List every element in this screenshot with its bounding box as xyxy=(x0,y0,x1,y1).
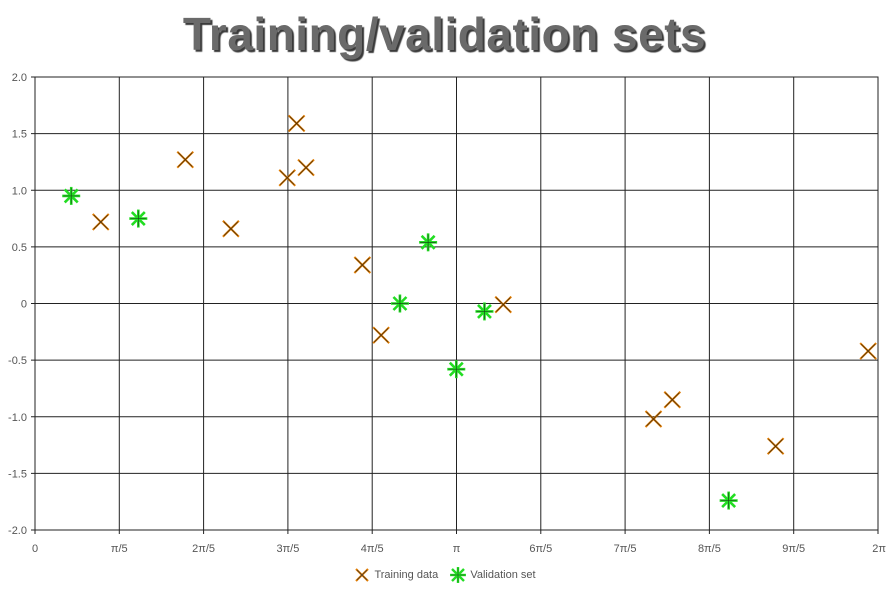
validation-point xyxy=(419,233,438,252)
training-point xyxy=(494,295,512,314)
x-tick-label: 0 xyxy=(32,543,38,555)
validation-point xyxy=(390,294,409,313)
x-tick-label: 6π/5 xyxy=(529,543,552,555)
validation-point xyxy=(447,360,466,379)
training-point xyxy=(663,391,682,409)
y-tick-label: -1.5 xyxy=(8,468,27,480)
training-point xyxy=(644,410,663,428)
y-tick-label: 1.0 xyxy=(12,185,27,197)
x-tick-label: π xyxy=(453,543,461,555)
x-tick-label: 9π/5 xyxy=(782,543,805,555)
training-point xyxy=(92,213,110,231)
x-tick-label: 2π xyxy=(872,543,886,555)
training-point xyxy=(278,169,296,187)
training-point xyxy=(222,220,240,238)
training-point xyxy=(372,326,390,344)
training-point xyxy=(353,256,372,274)
legend-label-training: Training data xyxy=(374,569,439,581)
y-tick-label: -0.5 xyxy=(8,355,27,367)
x-tick-label: 2π/5 xyxy=(192,543,215,555)
x-tick-label: 8π/5 xyxy=(698,543,721,555)
validation-point xyxy=(475,302,494,321)
chart-title: Training/validation sets xyxy=(182,8,707,60)
y-tick-label: -2.0 xyxy=(8,525,27,537)
y-tick-label: -1.0 xyxy=(8,412,27,424)
x-tick-label: 3π/5 xyxy=(276,543,299,555)
x-marker-icon xyxy=(355,568,370,582)
data-points xyxy=(62,114,877,510)
asterisk-marker-icon xyxy=(450,567,467,583)
y-axis-ticks: 2.0 1.5 1.0 0.5 0 -0.5 -1.0 -1.5 -2.0 xyxy=(8,72,27,537)
plot-frame xyxy=(34,76,879,531)
training-point xyxy=(859,342,877,360)
y-tick-label: 1.5 xyxy=(12,129,27,141)
legend-label-validation: Validation set xyxy=(470,569,536,581)
training-point xyxy=(766,437,785,455)
y-tick-label: 2.0 xyxy=(12,72,27,84)
grid-layer xyxy=(31,76,879,534)
training-point xyxy=(287,114,306,133)
legend-item-validation: Validation set xyxy=(449,566,536,584)
x-tick-label: 4π/5 xyxy=(361,543,384,555)
validation-point xyxy=(62,186,81,205)
training-point xyxy=(176,150,194,169)
x-axis-ticks: 0 π/5 2π/5 3π/5 4π/5 π 6π/5 7π/5 8π/5 9π/5 2π xyxy=(32,543,886,555)
y-tick-label: 0.5 xyxy=(12,242,27,254)
training-point xyxy=(297,158,315,177)
validation-point xyxy=(129,209,148,228)
legend: Training data Validation set xyxy=(0,566,889,587)
y-tick-label: 0 xyxy=(21,299,27,311)
validation-point xyxy=(719,491,738,510)
legend-item-training: Training data xyxy=(353,566,438,584)
x-tick-label: π/5 xyxy=(111,543,128,555)
x-tick-label: 7π/5 xyxy=(614,543,637,555)
